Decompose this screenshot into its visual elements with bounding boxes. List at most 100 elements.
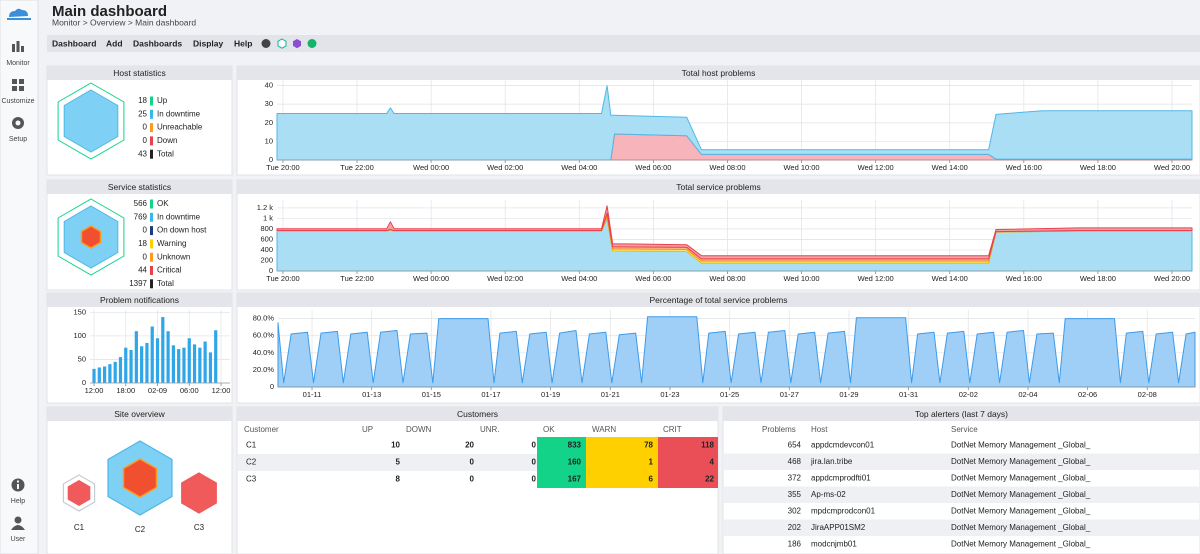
stat-label[interactable]: In downtime xyxy=(157,212,201,221)
stat-label[interactable]: Total xyxy=(157,279,174,288)
sidebar-item[interactable]: Monitor xyxy=(6,60,30,67)
site-hexagon-problem[interactable] xyxy=(67,480,91,506)
y-tick-label: 0 xyxy=(82,378,86,387)
y-tick-label: 100 xyxy=(73,331,86,340)
bar xyxy=(182,347,186,383)
stat-label[interactable]: Total xyxy=(157,149,174,158)
x-tick-label: 01-27 xyxy=(780,390,799,399)
table-cell-text: 5 xyxy=(396,458,401,467)
stat-label[interactable]: Down xyxy=(157,136,177,145)
panel-title: Total host problems xyxy=(682,68,756,78)
sidebar-item[interactable]: Setup xyxy=(9,136,27,143)
sidebar-item[interactable]: Help xyxy=(11,498,26,505)
table-cell-text[interactable]: appdcmprodfti01 xyxy=(811,473,871,482)
site-label[interactable]: C3 xyxy=(194,523,205,532)
panel-header xyxy=(723,407,1200,421)
stat-color xyxy=(150,123,153,133)
menu-item[interactable]: Add xyxy=(106,38,123,48)
stat-count: 44 xyxy=(138,266,147,275)
x-tick-label: 02-08 xyxy=(1138,390,1157,399)
y-tick-label: 10 xyxy=(265,136,273,145)
x-tick-label: 01-13 xyxy=(362,390,381,399)
stat-count: 0 xyxy=(143,252,148,261)
stat-label[interactable]: On down host xyxy=(157,226,207,235)
table-row xyxy=(723,453,1200,470)
table-cell xyxy=(586,437,658,454)
bar xyxy=(118,357,123,383)
bar xyxy=(198,347,202,383)
stat-color xyxy=(150,226,153,236)
stat-color xyxy=(150,136,153,146)
x-tick-label: Wed 06:00 xyxy=(635,163,671,172)
y-tick-label: 1 k xyxy=(263,213,273,222)
stat-color xyxy=(150,266,153,275)
stat-label[interactable]: Critical xyxy=(157,266,182,275)
stat-count: 566 xyxy=(134,199,148,208)
table-cell-text[interactable]: mpdcmprodcon01 xyxy=(811,506,876,515)
table-cell xyxy=(586,471,658,488)
bar xyxy=(166,331,170,383)
x-tick-label: Wed 08:00 xyxy=(709,274,745,283)
panel-title: Site overview xyxy=(114,409,165,419)
x-tick-label: Wed 08:00 xyxy=(709,163,745,172)
table-cell-text: 20 xyxy=(465,441,474,450)
table-cell-text: 0 xyxy=(532,475,537,484)
stat-label[interactable]: Warning xyxy=(157,239,187,248)
panel-title: Percentage of total service problems xyxy=(650,295,788,305)
table-cell-text[interactable]: appdcmdevcon01 xyxy=(811,440,875,449)
stat-label[interactable]: Unknown xyxy=(157,252,190,261)
table-cell-text: 654 xyxy=(788,440,802,449)
x-tick-label: 01-11 xyxy=(303,390,322,399)
menu-item[interactable]: Display xyxy=(193,38,224,48)
menu-item[interactable]: Dashboards xyxy=(133,38,182,48)
panel-title: Host statistics xyxy=(113,68,165,78)
table-cell-text[interactable]: jira.lan.tribe xyxy=(810,457,853,466)
column-header: Customer xyxy=(244,425,279,434)
x-tick-label: Wed 12:00 xyxy=(858,163,894,172)
menu-item[interactable]: Help xyxy=(234,38,252,48)
table-cell-text: 355 xyxy=(788,490,802,499)
x-tick-label: Tue 20:00 xyxy=(266,274,300,283)
site-hexagon[interactable] xyxy=(181,472,217,514)
x-tick-label: Tue 20:00 xyxy=(266,163,300,172)
stat-label[interactable]: Unreachable xyxy=(157,123,203,132)
stat-label[interactable]: OK xyxy=(157,199,169,208)
x-tick-label: 01-29 xyxy=(839,390,858,399)
table-cell-text: 8 xyxy=(396,475,401,484)
x-tick-label: Wed 02:00 xyxy=(487,274,523,283)
stat-count: 18 xyxy=(138,239,147,248)
site-label[interactable]: C2 xyxy=(135,525,146,534)
table-cell-text: 167 xyxy=(568,475,582,484)
table-cell-text: 833 xyxy=(568,441,582,450)
table-cell-text[interactable]: JiraAPP01SM2 xyxy=(811,523,866,532)
table-cell-text[interactable]: Ap-ms-02 xyxy=(811,490,846,499)
y-tick-label: 200 xyxy=(260,255,273,264)
x-tick-label: 02-06 xyxy=(1078,390,1097,399)
table-cell-text[interactable]: C3 xyxy=(246,475,257,484)
site-hexagon-problem[interactable] xyxy=(122,458,158,498)
stat-label[interactable]: In downtime xyxy=(157,109,201,118)
stat-count: 0 xyxy=(143,136,148,145)
table-cell-text: 0 xyxy=(532,441,537,450)
table-cell-text: 0 xyxy=(470,475,475,484)
table-cell-text[interactable]: modcnjmb01 xyxy=(811,539,857,548)
bar xyxy=(161,317,165,383)
y-tick-label: 80.0% xyxy=(253,314,275,323)
table-cell-text[interactable]: C1 xyxy=(246,441,257,450)
sidebar-item[interactable]: User xyxy=(11,536,26,543)
table-cell-text[interactable]: C2 xyxy=(246,458,257,467)
panel-header xyxy=(237,180,1200,194)
panel-header xyxy=(47,293,232,307)
stat-label[interactable]: Up xyxy=(157,96,168,105)
bar xyxy=(177,349,181,383)
x-tick-label: 01-15 xyxy=(422,390,441,399)
table-row xyxy=(723,486,1200,503)
menu-item[interactable]: Dashboard xyxy=(52,38,96,48)
table-cell xyxy=(658,437,718,454)
menu-icons[interactable] xyxy=(261,38,317,49)
site-label[interactable]: C1 xyxy=(74,523,85,532)
x-tick-label: Wed 14:00 xyxy=(932,163,968,172)
sidebar-item[interactable]: Customize xyxy=(1,98,34,105)
stat-count: 0 xyxy=(143,123,148,132)
